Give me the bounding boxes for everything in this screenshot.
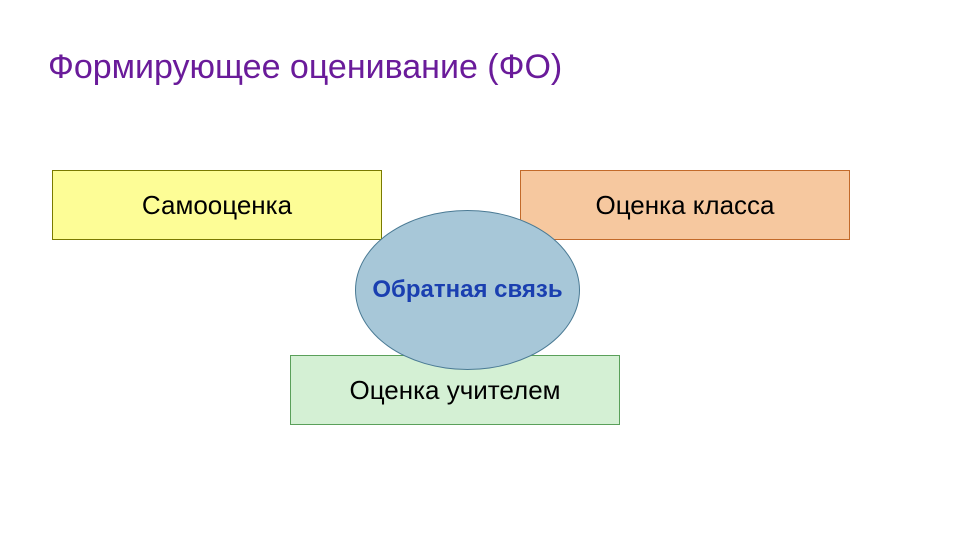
box-left-label: Самооценка xyxy=(142,190,292,221)
center-ellipse: Обратная связь xyxy=(355,210,580,370)
slide-title: Формирующее оценивание (ФО) xyxy=(48,48,562,87)
slide: Формирующее оценивание (ФО) Самооценка О… xyxy=(0,0,960,540)
box-left: Самооценка xyxy=(52,170,382,240)
box-right: Оценка класса xyxy=(520,170,850,240)
center-ellipse-label: Обратная связь xyxy=(372,276,562,304)
box-bottom-label: Оценка учителем xyxy=(349,375,560,406)
box-right-label: Оценка класса xyxy=(595,190,774,221)
